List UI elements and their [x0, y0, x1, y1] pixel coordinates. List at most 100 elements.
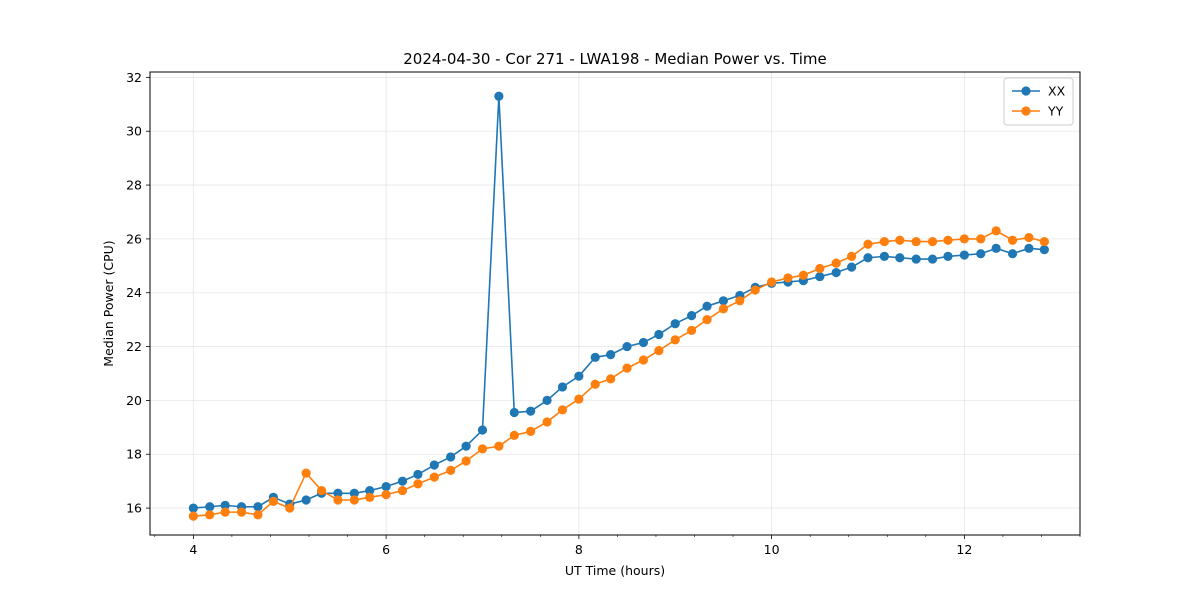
data-point-yy	[943, 235, 953, 245]
data-point-yy	[1039, 236, 1049, 247]
data-point-yy	[590, 379, 600, 389]
y-axis-label: Median Power (CPU)	[101, 240, 116, 366]
data-point-xx	[991, 243, 1001, 253]
data-point-yy	[815, 263, 825, 274]
data-point-yy	[557, 405, 568, 415]
series-xx	[188, 91, 1049, 513]
y-tick-label: 26	[126, 231, 142, 246]
data-point-xx	[911, 254, 921, 264]
y-tick-label: 32	[126, 70, 142, 85]
data-point-xx	[959, 250, 969, 260]
data-point-yy	[381, 490, 391, 500]
data-point-yy	[236, 507, 247, 517]
data-point-yy	[365, 492, 375, 502]
data-point-xx	[638, 337, 649, 348]
data-point-yy	[750, 285, 760, 295]
data-point-yy	[316, 485, 327, 496]
data-point-yy	[446, 465, 456, 475]
x-tick-label: 6	[382, 542, 390, 557]
legend: XX YY	[1003, 77, 1074, 126]
data-point-xx	[365, 485, 375, 496]
data-point-xx	[461, 441, 471, 451]
legend-box	[1003, 77, 1074, 126]
data-point-yy	[301, 468, 311, 478]
data-point-yy	[783, 273, 793, 283]
data-point-yy	[1007, 235, 1018, 245]
data-point-xx	[846, 262, 857, 272]
data-point-xx	[927, 254, 938, 264]
data-point-xx	[943, 251, 953, 261]
data-point-yy	[735, 296, 745, 306]
data-point-xx	[831, 267, 841, 278]
x-axis-label: UT Time (hours)	[565, 563, 665, 578]
y-tick-label: 30	[126, 124, 142, 139]
data-point-xx	[687, 311, 697, 321]
grid-lines	[150, 72, 1080, 535]
data-point-yy	[349, 495, 359, 505]
data-point-xx	[670, 319, 680, 329]
plot-frame	[149, 71, 1081, 536]
data-point-xx	[895, 253, 905, 263]
legend-entry-xx: XX	[1012, 84, 1066, 99]
data-point-yy	[879, 236, 889, 247]
data-point-yy	[413, 479, 423, 489]
data-point-yy	[188, 511, 198, 521]
data-point-xx	[397, 476, 408, 486]
data-point-xx	[429, 460, 439, 470]
data-point-yy	[220, 507, 230, 517]
data-point-yy	[654, 346, 664, 356]
legend-entry-yy: YY	[1012, 104, 1064, 119]
legend-marker-yy	[1021, 106, 1031, 116]
x-tick-label: 4	[189, 542, 197, 557]
y-tick-label: 28	[126, 178, 142, 193]
data-point-xx	[333, 488, 343, 498]
data-point-xx	[413, 469, 423, 480]
data-point-yy	[268, 496, 278, 506]
data-point-yy	[767, 277, 777, 287]
data-point-xx	[494, 91, 504, 101]
y-tick-label: 16	[126, 501, 142, 516]
data-point-yy	[461, 456, 471, 466]
data-point-yy	[1024, 232, 1034, 243]
data-point-xx	[1024, 243, 1034, 253]
legend-label-yy: YY	[1047, 104, 1064, 119]
data-point-xx	[702, 301, 712, 311]
data-point-xx	[477, 425, 488, 435]
data-point-yy	[638, 355, 649, 365]
data-point-yy	[927, 236, 938, 247]
y-tick-label: 22	[126, 339, 142, 354]
data-point-yy	[477, 444, 488, 454]
data-point-yy	[542, 417, 552, 427]
data-point-yy	[494, 441, 504, 451]
data-point-xx	[1039, 245, 1049, 255]
data-point-yy	[863, 239, 873, 249]
data-point-yy	[205, 510, 215, 520]
data-point-xx	[863, 253, 873, 263]
data-point-yy	[991, 226, 1001, 236]
data-point-yy	[429, 472, 439, 482]
data-point-xx	[976, 249, 986, 259]
y-tick-label: 24	[126, 285, 142, 300]
series-layer	[188, 91, 1049, 521]
data-point-yy	[911, 236, 921, 247]
data-point-yy	[831, 258, 841, 268]
data-point-xx	[622, 341, 632, 352]
data-point-xx	[542, 395, 552, 406]
legend-label-xx: XX	[1048, 84, 1066, 99]
data-point-xx	[590, 352, 600, 362]
data-point-xx	[205, 502, 215, 512]
data-point-xx	[526, 406, 536, 416]
data-point-xx	[349, 488, 359, 498]
data-point-xx	[879, 251, 889, 261]
axis-ticks: 4 6 8 10 12 16 18 20 22 24 26 28 30 32	[126, 70, 1081, 557]
data-point-xx	[509, 407, 519, 418]
data-point-xx	[188, 503, 198, 513]
series-yy	[188, 226, 1049, 521]
data-point-yy	[702, 315, 712, 325]
data-point-xx	[574, 371, 584, 381]
data-point-yy	[798, 270, 809, 280]
data-point-yy	[622, 363, 632, 373]
y-tick-label: 18	[126, 447, 142, 462]
